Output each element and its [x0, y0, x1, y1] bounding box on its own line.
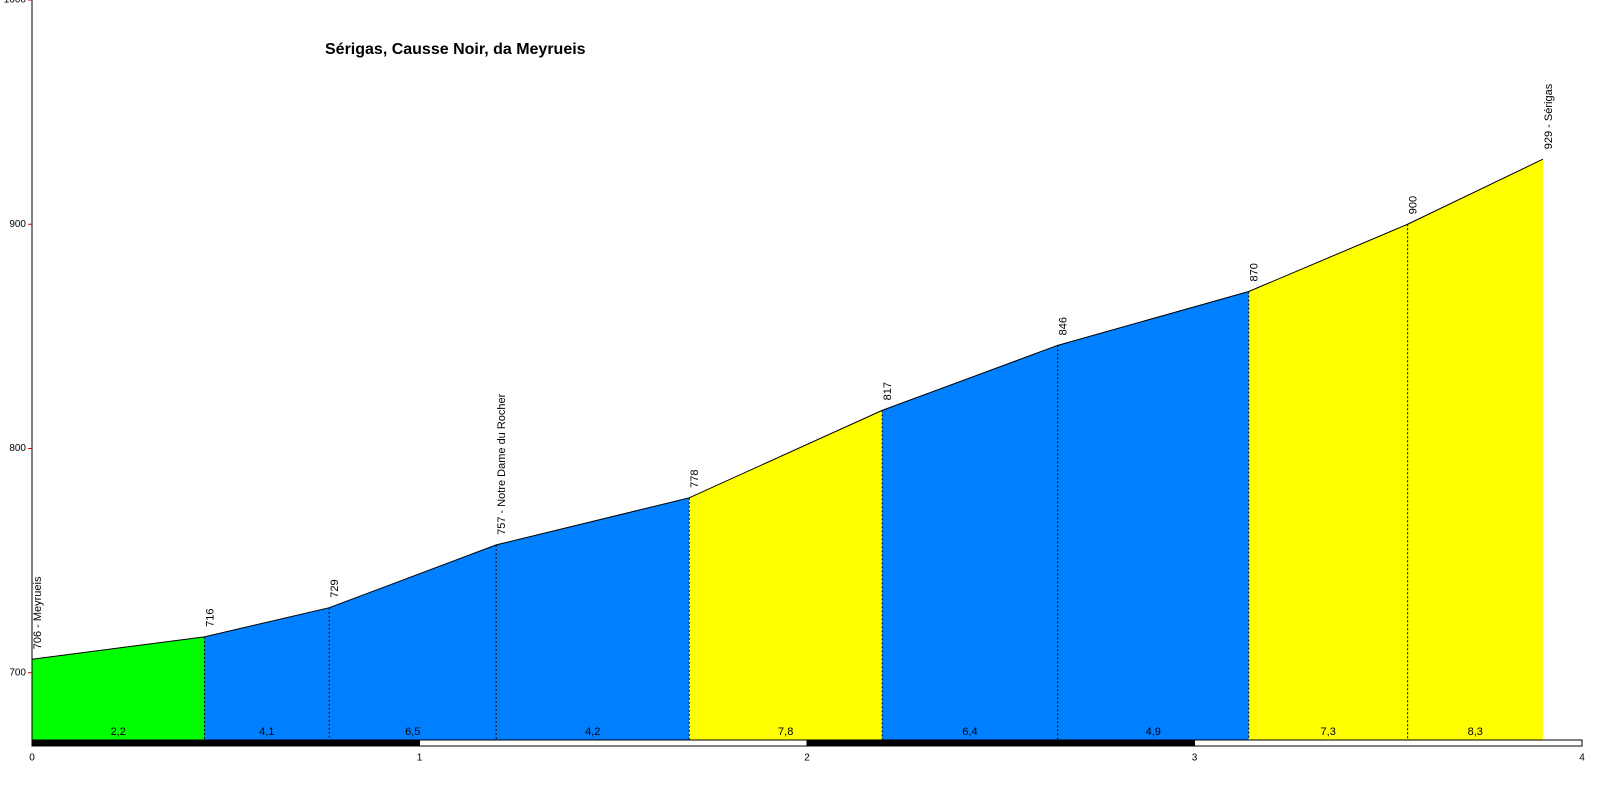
point-label: 716 [204, 608, 216, 626]
point-label: 846 [1058, 317, 1070, 335]
distance-bar [419, 739, 808, 747]
y-tick-label: 800 [9, 443, 26, 454]
x-tick-label: 4 [1579, 753, 1585, 764]
point-label: 706 - Meyrueis [32, 576, 44, 649]
y-tick-label: 700 [9, 667, 26, 678]
profile-segment [689, 410, 883, 740]
gradient-label: 6,5 [405, 726, 420, 738]
distance-bar [806, 739, 1195, 747]
gradient-label: 6,4 [962, 726, 977, 738]
gradient-label: 8,3 [1468, 726, 1483, 738]
profile-segment [204, 607, 330, 740]
profile-segment [882, 345, 1058, 740]
point-label: 870 [1249, 263, 1261, 281]
point-label: 757 - Notre Dame du Rocher [496, 393, 508, 535]
x-tick-label: 0 [29, 753, 35, 764]
x-tick-label: 1 [417, 753, 423, 764]
point-label: 778 [689, 469, 701, 487]
point-label: 900 [1408, 196, 1420, 214]
distance-bar [31, 739, 420, 747]
x-tick-label: 3 [1192, 753, 1198, 764]
gradient-label: 4,1 [259, 726, 274, 738]
profile-segment [496, 497, 690, 740]
profile-segment [1057, 291, 1249, 740]
y-tick-label: 1000 [4, 0, 27, 6]
gradient-label: 7,3 [1321, 726, 1336, 738]
profile-segment [1248, 224, 1408, 740]
gradient-label: 7,8 [778, 726, 793, 738]
gradient-label: 4,2 [585, 726, 600, 738]
distance-bar [1194, 739, 1583, 747]
gradient-label: 2,2 [111, 726, 126, 738]
gradient-label: 4,9 [1146, 726, 1161, 738]
profile-segment [329, 544, 497, 740]
point-label: 929 - Sérigas [1543, 83, 1555, 149]
profile-segment [32, 636, 205, 740]
y-tick-label: 900 [9, 219, 26, 230]
point-label: 817 [882, 382, 894, 400]
profile-segment [1407, 159, 1543, 740]
profile-line [31, 158, 1544, 660]
point-label: 729 [329, 579, 341, 597]
x-tick-label: 2 [804, 753, 810, 764]
chart-title: Sérigas, Causse Noir, da Meyrueis [325, 41, 586, 58]
